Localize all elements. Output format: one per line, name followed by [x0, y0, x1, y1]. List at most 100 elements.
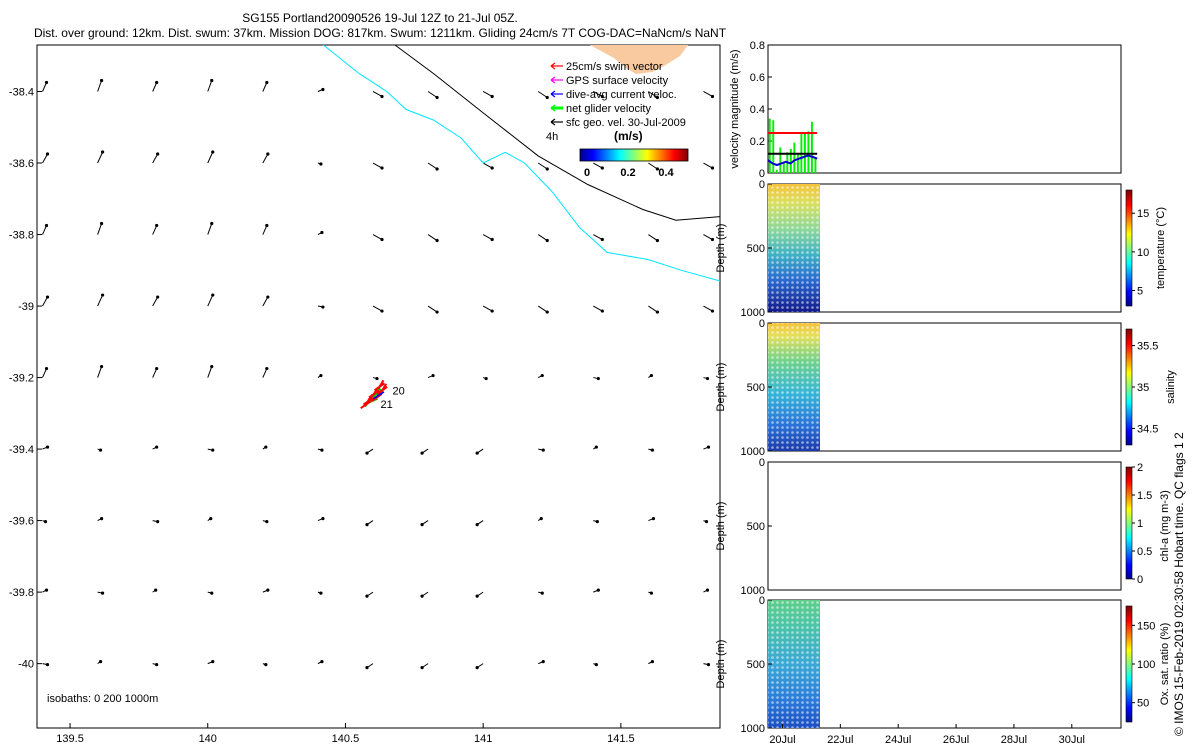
net-velocity-bar — [814, 158, 817, 173]
velocity-arrow-head — [650, 660, 654, 664]
velocity-arrow-head — [155, 223, 159, 228]
legend-arrowhead — [550, 62, 556, 70]
velocity-arrow-head — [321, 305, 325, 309]
depth-tick-label: 500 — [747, 521, 765, 533]
velocity-arrow-head — [650, 448, 654, 452]
velocity-arrow-head — [706, 445, 711, 449]
velocity-arrow-head — [210, 221, 214, 226]
temperature-colorbar — [1125, 189, 1133, 307]
velocity-arrow-head — [210, 364, 214, 369]
velocity-arrow — [152, 368, 158, 378]
velocity-arrow-head — [475, 522, 479, 527]
velocity-arrow-head — [320, 660, 324, 664]
velocity-arrow-head — [545, 310, 549, 314]
velocity-arrow-head — [435, 95, 439, 100]
velocity-arrow — [372, 91, 383, 97]
net-velocity-bar — [810, 121, 813, 173]
velocity-arrow — [42, 153, 48, 164]
credit-text: © IMOS 15-Feb-2019 02:30:58 Hobart time.… — [1172, 432, 1186, 736]
map-y-tick-label: -38.6 — [9, 158, 34, 170]
velocity-arrow-head — [540, 373, 544, 378]
velocity-arrow-head — [600, 166, 604, 170]
velocity-y-tick-label: 0.4 — [750, 104, 765, 116]
velocity-arrow — [427, 162, 438, 170]
map-panel: 139.5 140 140.5 141 141.5 -38.4 -38.6 -38.8 -39… — [9, 44, 721, 745]
velocity-arrow-head — [211, 150, 215, 154]
velocity-arrow — [648, 305, 658, 313]
velocity-arrow — [97, 366, 103, 378]
velocity-arrow-head — [365, 594, 369, 598]
velocity-arrow-head — [44, 366, 49, 371]
velocity-arrow-head — [490, 237, 494, 242]
time-x-tick-label: 24Jul — [885, 734, 911, 746]
velocity-arrow — [427, 234, 438, 241]
velocity-y-tick-label: 0.6 — [750, 72, 765, 84]
velocity-arrow-head — [380, 166, 384, 170]
legend-arrowhead — [550, 76, 556, 84]
velocity-arrow — [42, 82, 47, 92]
speed-colorbar — [579, 148, 689, 162]
velocity-arrow-head — [595, 519, 599, 524]
velocity-arrow-head — [420, 451, 424, 455]
velocity-arrow-head — [435, 310, 439, 314]
velocity-arrow-head — [484, 376, 488, 381]
velocity-arrow — [152, 225, 158, 235]
map-y-tick-label: -39.4 — [9, 444, 34, 456]
velocity-arrow-head — [265, 366, 269, 371]
velocity-arrow-head — [710, 166, 715, 170]
velocity-arrow-head — [475, 451, 479, 455]
velocity-arrow-head — [490, 309, 494, 313]
time-x-axis: 20Jul 22Jul 24Jul 26Jul 28Jul 30Jul — [769, 724, 1085, 746]
velocity-arrow — [97, 151, 104, 164]
velocity-arrow-head — [380, 309, 384, 313]
velocity-arrow-head — [710, 309, 715, 313]
velocity-arrow-head — [380, 94, 384, 99]
map-y-tick-label: -39.2 — [9, 373, 34, 385]
velocity-arrow-head — [156, 295, 160, 299]
velocity-arrow-head — [490, 94, 494, 99]
velocity-arrow-head — [319, 373, 323, 378]
velocity-arrow — [593, 234, 603, 240]
velocity-arrow-head — [541, 448, 545, 452]
net-velocity-bar — [782, 163, 785, 173]
velocity-arrow — [482, 91, 493, 97]
map-y-tick-label: -40 — [18, 659, 34, 671]
velocity-arrow — [482, 305, 493, 312]
velocity-arrow — [593, 162, 603, 169]
velocity-arrow-head — [155, 80, 159, 85]
velocity-arrow-head — [596, 588, 600, 592]
velocity-arrow — [97, 80, 103, 92]
velocity-arrow-head — [649, 373, 653, 378]
velocity-arrow-head — [156, 519, 160, 524]
velocity-arrow-head — [319, 162, 323, 166]
colorbar-tick-label: 150 — [1137, 620, 1155, 632]
velocity-arrow-head — [545, 95, 549, 100]
depth-tick-label: 500 — [747, 659, 765, 671]
velocity-arrow-head — [155, 366, 159, 371]
velocity-arrow-head — [365, 522, 369, 527]
velocity-arrow — [648, 234, 658, 241]
net-velocity-bar — [768, 118, 771, 173]
velocity-arrow-head — [265, 223, 269, 228]
track-end-label: 21 — [381, 399, 393, 411]
depth-tick-label: 0 — [759, 457, 765, 469]
map-x-tick-label: 140.5 — [332, 733, 360, 745]
velocity-arrow — [703, 162, 713, 169]
salinity-section-texture — [768, 323, 820, 451]
legend-label: dive-avg current veloc. — [566, 89, 677, 101]
colorbar-tick-label: 5 — [1137, 286, 1143, 298]
velocity-arrow-head — [704, 519, 709, 524]
velocity-arrow-head — [44, 588, 49, 592]
velocity-arrow-head — [45, 295, 50, 299]
legend-label: net glider velocity — [566, 103, 651, 115]
colorbar-tick-1: 0.2 — [620, 167, 635, 179]
velocity-arrow-head — [45, 152, 50, 156]
net-velocity-bar — [793, 142, 796, 173]
velocity-arrow-head — [211, 660, 215, 664]
temperature-depth-label: Depth (m) — [715, 224, 727, 273]
colorbar-tick-label: 0 — [1137, 574, 1143, 586]
velocity-arrow-head — [44, 223, 49, 228]
chlorophyll-colorbar — [1125, 466, 1133, 580]
velocity-arrow-head — [705, 376, 710, 381]
